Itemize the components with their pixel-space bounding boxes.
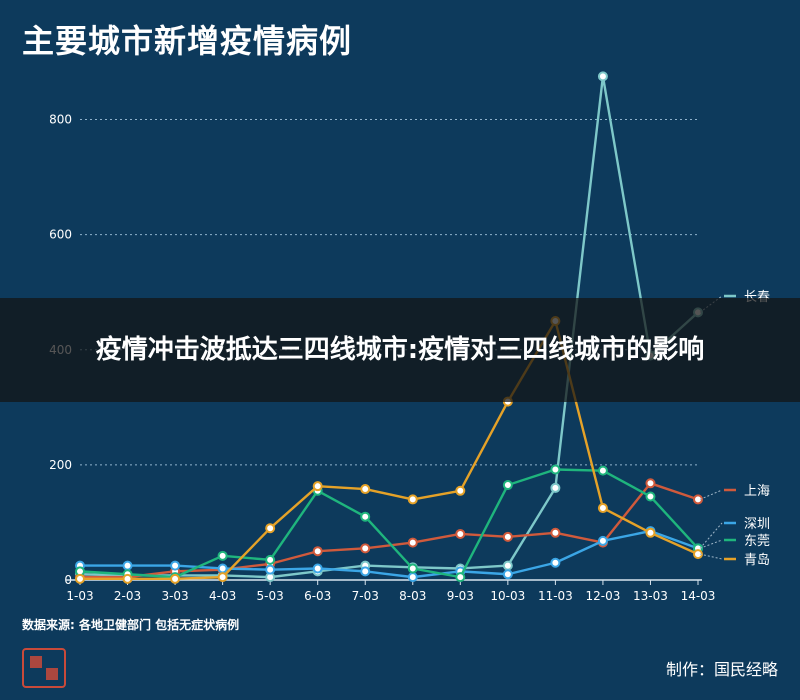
brand-seal-logo — [22, 648, 66, 688]
legend-label: 上海 — [744, 484, 770, 499]
chart-title: 主要城市新增疫情病例 — [22, 22, 353, 60]
data-point — [645, 478, 656, 489]
grid-lines — [80, 119, 698, 466]
x-tick-label: 8-03 — [399, 589, 426, 603]
data-point — [502, 569, 513, 580]
legend: 长春上海深圳东莞青岛 — [699, 290, 770, 568]
data-point — [217, 550, 228, 561]
data-point — [455, 572, 466, 583]
legend-label: 东莞 — [744, 534, 770, 549]
data-point — [597, 503, 608, 514]
data-point — [312, 563, 323, 574]
x-tick-label: 9-03 — [447, 589, 474, 603]
x-tick-label: 13-03 — [633, 589, 668, 603]
data-point — [170, 560, 181, 571]
headline-text: 疫情冲击波抵达三四线城市:疫情对三四线城市的影响 — [95, 335, 705, 365]
data-point — [217, 572, 228, 583]
data-point — [360, 511, 371, 522]
data-point — [502, 531, 513, 542]
data-point — [693, 494, 703, 505]
data-point — [645, 527, 656, 538]
data-point — [550, 527, 561, 538]
x-tick-label: 12-03 — [585, 589, 620, 603]
x-tick-label: 1-03 — [66, 589, 93, 603]
x-tick-label: 3-03 — [161, 589, 188, 603]
data-point — [122, 573, 133, 584]
y-tick-label: 800 — [49, 113, 72, 127]
x-axis: 1-03 2-03 3-03 4-03 5-03 6-03 7-03 8-03 9-03 10-0… — [66, 579, 716, 603]
data-point — [170, 573, 181, 584]
data-point — [265, 564, 276, 575]
data-point — [550, 557, 561, 568]
data-point — [407, 537, 418, 548]
y-tick-label: 600 — [49, 228, 72, 242]
data-point — [265, 523, 276, 534]
headline-banner: 疫情冲击波抵达三四线城市:疫情对三四线城市的影响 — [0, 298, 800, 402]
data-point — [312, 546, 323, 557]
data-point — [407, 494, 418, 505]
x-tick-label: 5-03 — [257, 589, 284, 603]
y-tick-label: 200 — [49, 458, 72, 472]
series-line — [80, 482, 699, 579]
data-point — [360, 566, 371, 577]
legend-connector — [699, 522, 723, 549]
data-point — [360, 484, 371, 495]
data-source-note: 数据来源: 各地卫健部门 包括无症状病例 — [22, 618, 240, 632]
data-point — [312, 481, 323, 492]
series-line — [79, 75, 699, 579]
credit-text: 制作：国民经略 — [665, 660, 778, 679]
x-tick-label: 11-03 — [538, 589, 573, 603]
data-point — [597, 71, 608, 82]
x-tick-label: 4-03 — [209, 589, 236, 603]
data-point — [502, 560, 513, 571]
data-point — [360, 543, 371, 554]
data-point — [265, 554, 276, 565]
legend-connector — [699, 489, 723, 500]
data-point — [407, 563, 418, 574]
data-point — [407, 572, 418, 583]
x-tick-label: 10-03 — [490, 589, 525, 603]
legend-connector — [699, 553, 723, 560]
x-tick-label: 2-03 — [114, 589, 141, 603]
data-point — [645, 491, 656, 502]
legend-label: 深圳 — [744, 517, 770, 532]
data-point — [122, 560, 133, 571]
data-point — [550, 464, 561, 475]
x-tick-label: 14-03 — [681, 589, 716, 603]
data-point — [217, 563, 228, 574]
x-tick-label: 6-03 — [304, 589, 331, 603]
data-point — [502, 480, 513, 491]
x-tick-label: 7-03 — [352, 589, 379, 603]
series-line — [79, 468, 699, 579]
data-point — [550, 482, 561, 493]
data-point — [455, 485, 466, 496]
data-point — [597, 465, 608, 476]
legend-label: 青岛 — [744, 552, 770, 568]
data-point — [75, 573, 85, 584]
series-line — [80, 319, 699, 581]
data-point — [597, 535, 608, 546]
series-3 — [75, 464, 703, 583]
series-line — [80, 529, 699, 579]
data-point — [455, 528, 466, 539]
